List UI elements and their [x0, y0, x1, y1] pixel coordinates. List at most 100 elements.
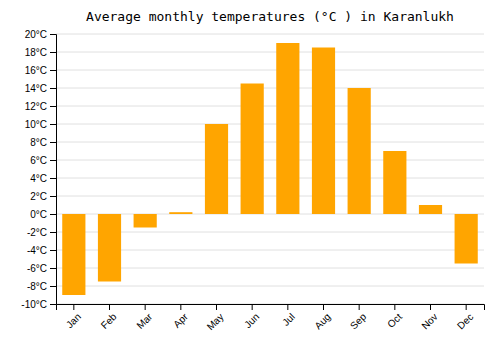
- y-tick-label: 20°C: [25, 29, 47, 40]
- x-tick-mark: [430, 304, 431, 310]
- x-tick: Feb: [99, 304, 119, 331]
- y-tick: 20°C: [25, 29, 56, 40]
- y-tick-mark: [50, 304, 56, 305]
- bar: [348, 88, 371, 214]
- x-tick-label: Oct: [385, 311, 404, 330]
- y-tick-label: 6°C: [30, 155, 47, 166]
- chart: -10°C -8°C -6°C -4°C -2°C 0°C 2°C 4°C 6°C 8°C 10°C…: [0, 0, 500, 350]
- y-tick-mark: [50, 286, 56, 287]
- x-tick: Dec: [455, 304, 475, 331]
- y-tick-mark: [50, 268, 56, 269]
- grid-line: [56, 286, 484, 287]
- y-tick: -4°C: [27, 245, 56, 256]
- grid: [56, 34, 484, 304]
- y-tick-mark: [50, 88, 56, 89]
- bar: [98, 214, 121, 282]
- y-tick: 10°C: [25, 119, 56, 130]
- y-tick: 14°C: [25, 83, 56, 94]
- bar: [383, 151, 406, 214]
- y-axis: -10°C -8°C -6°C -4°C -2°C 0°C 2°C 4°C 6°C 8°C 10°C…: [21, 29, 56, 310]
- bar: [241, 84, 264, 215]
- x-tick-mark: [216, 304, 217, 310]
- x-tick: Apr: [171, 304, 190, 330]
- y-tick: 16°C: [25, 65, 56, 76]
- x-tick-mark: [252, 304, 253, 310]
- x-tick: Jul: [280, 304, 297, 328]
- x-tick-label: Feb: [99, 311, 119, 331]
- y-tick-label: -8°C: [27, 281, 47, 292]
- y-tick-mark: [50, 160, 56, 161]
- y-tick-label: 0°C: [30, 209, 47, 220]
- bar: [134, 214, 157, 228]
- y-tick-label: 18°C: [25, 47, 47, 58]
- y-tick-label: 12°C: [25, 101, 47, 112]
- y-tick-label: -10°C: [21, 299, 47, 310]
- x-tick-mark: [180, 304, 181, 310]
- x-tick-label: Dec: [455, 311, 475, 331]
- y-tick: 2°C: [30, 191, 56, 202]
- x-tick-label: Aug: [312, 311, 332, 331]
- y-tick-label: 14°C: [25, 83, 47, 94]
- grid-line: [56, 178, 484, 179]
- y-tick-mark: [50, 106, 56, 107]
- y-tick: 4°C: [30, 173, 56, 184]
- x-axis: JanFebMarAprMayJunJulAugSepOctNovDec: [57, 304, 485, 332]
- bars: [62, 43, 478, 295]
- x-tick-mark: [466, 304, 467, 310]
- x-tick: Mar: [134, 304, 154, 331]
- x-tick-mark: [394, 304, 395, 310]
- x-tick: May: [205, 304, 226, 332]
- bar: [205, 124, 228, 214]
- plot: -10°C -8°C -6°C -4°C -2°C 0°C 2°C 4°C 6°C 8°C 10°C…: [21, 29, 484, 333]
- grid-line: [56, 160, 484, 161]
- grid-line: [56, 52, 484, 53]
- y-tick: -10°C: [21, 299, 56, 310]
- y-tick-label: 10°C: [25, 119, 47, 130]
- x-tick: Jun: [242, 304, 261, 330]
- y-tick-label: -2°C: [27, 227, 47, 238]
- x-tick: Nov: [419, 304, 439, 331]
- y-tick: -6°C: [27, 263, 56, 274]
- x-tick-label: Jun: [242, 311, 261, 330]
- y-tick-label: -4°C: [27, 245, 47, 256]
- y-tick-mark: [50, 34, 56, 35]
- x-tick-mark: [145, 304, 146, 310]
- x-tick: Aug: [312, 304, 332, 331]
- y-tick-mark: [50, 196, 56, 197]
- grid-line: [56, 196, 484, 197]
- bar: [276, 43, 299, 214]
- y-tick-mark: [50, 124, 56, 125]
- y-tick: 18°C: [25, 47, 56, 58]
- y-tick: -8°C: [27, 281, 56, 292]
- y-tick-mark: [50, 214, 56, 215]
- y-tick-label: 8°C: [30, 137, 47, 148]
- y-tick-label: 4°C: [30, 173, 47, 184]
- bar: [169, 212, 192, 214]
- y-tick-mark: [50, 232, 56, 233]
- y-tick-mark: [50, 178, 56, 179]
- x-tick-label: Apr: [171, 311, 190, 330]
- x-tick: Oct: [385, 304, 404, 330]
- grid-line: [56, 106, 484, 107]
- grid-line: [56, 142, 484, 143]
- grid-line: [56, 34, 484, 35]
- y-tick-mark: [50, 142, 56, 143]
- x-tick-mark: [109, 304, 110, 310]
- y-tick-label: 16°C: [25, 65, 47, 76]
- y-tick: 6°C: [30, 155, 56, 166]
- bar: [62, 214, 85, 295]
- x-tick-mark: [287, 304, 288, 310]
- y-tick-mark: [50, 70, 56, 71]
- grid-line: [56, 88, 484, 89]
- x-axis-line: [57, 305, 485, 311]
- x-tick-mark: [359, 304, 360, 310]
- grid-line: [56, 70, 484, 71]
- x-tick-mark: [73, 304, 74, 310]
- bar: [312, 48, 335, 215]
- y-tick: 0°C: [30, 209, 56, 220]
- y-tick: 12°C: [25, 101, 56, 112]
- x-tick-label: Sep: [348, 311, 369, 332]
- y-tick-mark: [50, 250, 56, 251]
- x-tick-label: Jul: [280, 311, 297, 328]
- y-tick-label: 2°C: [30, 191, 47, 202]
